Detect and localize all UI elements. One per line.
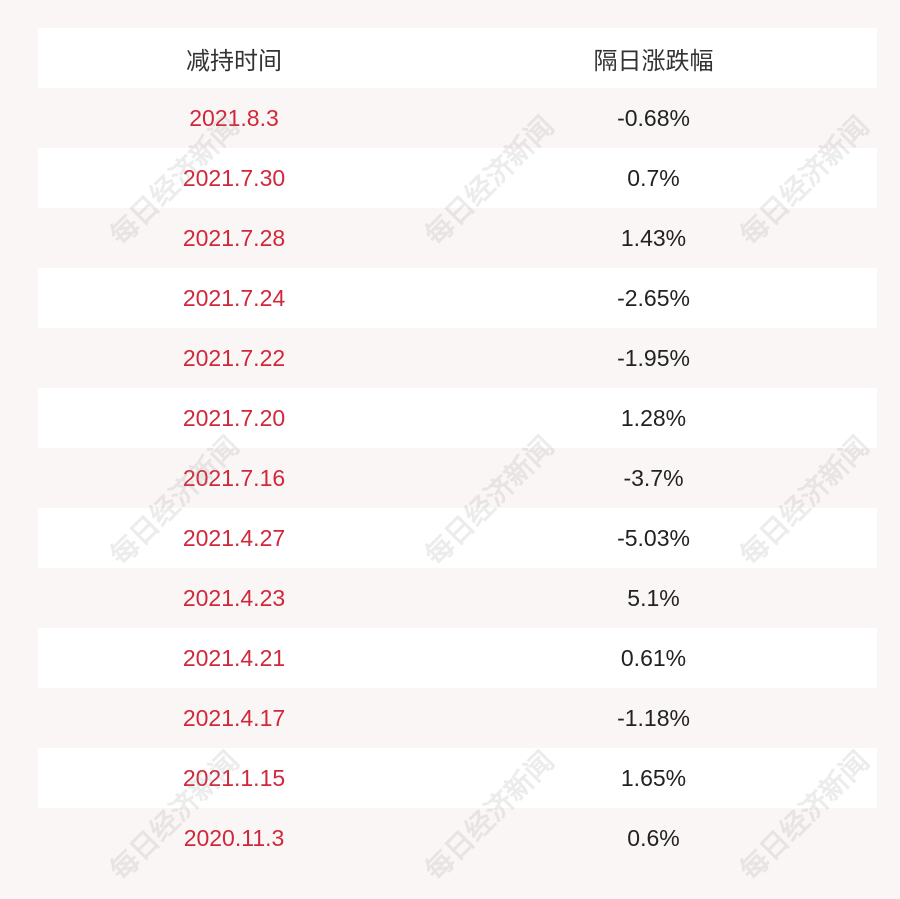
change-cell: 5.1% xyxy=(627,584,680,611)
change-cell: -3.7% xyxy=(623,464,684,491)
date-cell: 2021.7.16 xyxy=(182,464,286,491)
date-cell: 2020.11.3 xyxy=(183,824,285,851)
table-row: 2021.7.20 1.28% xyxy=(38,388,877,448)
change-cell: -1.95% xyxy=(617,344,690,371)
date-cell: 2021.4.17 xyxy=(182,704,286,731)
change-cell: -0.68% xyxy=(617,104,690,131)
change-cell: -2.65% xyxy=(617,284,690,311)
header-next-day-change: 隔日涨跌幅 xyxy=(593,47,714,75)
date-cell: 2021.4.27 xyxy=(182,524,286,551)
header-reduce-time: 减持时间 xyxy=(186,47,282,75)
table-row: 2020.11.3 0.6% xyxy=(38,808,877,868)
date-cell: 2021.7.24 xyxy=(182,284,286,311)
date-cell: 2021.8.3 xyxy=(189,104,279,131)
change-cell: 1.65% xyxy=(620,764,687,791)
change-cell: 1.28% xyxy=(620,404,687,431)
change-cell: -1.18% xyxy=(617,704,690,731)
table-row: 2021.1.15 1.65% xyxy=(38,748,877,808)
table-row: 2021.7.30 0.7% xyxy=(38,148,877,208)
change-cell: 0.6% xyxy=(627,824,680,851)
change-cell: -5.03% xyxy=(617,524,690,551)
date-cell: 2021.1.15 xyxy=(182,764,286,791)
date-cell: 2021.7.22 xyxy=(182,344,286,371)
table-row: 2021.7.24 -2.65% xyxy=(38,268,877,328)
table-row: 2021.4.17 -1.18% xyxy=(38,688,877,748)
table-header-row: 减持时间 隔日涨跌幅 xyxy=(38,28,877,88)
date-cell: 2021.7.20 xyxy=(182,404,286,431)
table-row: 2021.7.16 -3.7% xyxy=(38,448,877,508)
change-cell: 0.7% xyxy=(627,164,680,191)
date-cell: 2021.7.28 xyxy=(182,224,286,251)
date-cell: 2021.7.30 xyxy=(182,164,286,191)
table-row: 2021.7.28 1.43% xyxy=(38,208,877,268)
date-cell: 2021.4.21 xyxy=(182,644,286,671)
date-cell: 2021.4.23 xyxy=(182,584,286,611)
table-row: 2021.4.23 5.1% xyxy=(38,568,877,628)
change-cell: 1.43% xyxy=(620,224,687,251)
change-cell: 0.61% xyxy=(620,644,687,671)
table-row: 2021.7.22 -1.95% xyxy=(38,328,877,388)
table-row: 2021.8.3 -0.68% xyxy=(38,88,877,148)
table-row: 2021.4.21 0.61% xyxy=(38,628,877,688)
data-table: 减持时间 隔日涨跌幅 2021.8.3 -0.68% 2021.7.30 0.7… xyxy=(38,28,877,868)
table-row: 2021.4.27 -5.03% xyxy=(38,508,877,568)
